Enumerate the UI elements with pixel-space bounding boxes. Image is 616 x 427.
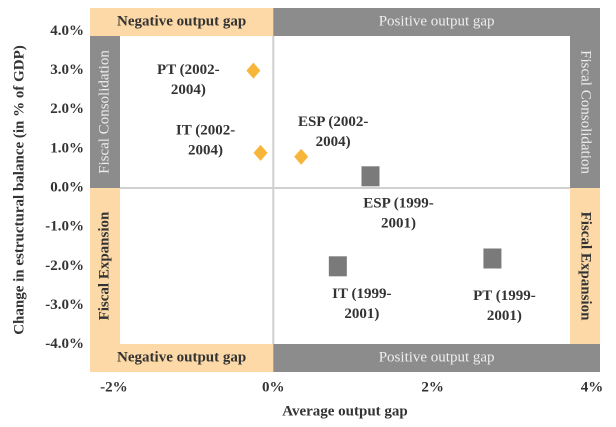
- point: [328, 256, 347, 277]
- x-axis-title: Average output gap: [282, 403, 408, 419]
- band-label: Positive output gap: [379, 13, 495, 29]
- band: [570, 188, 600, 344]
- band-label: Fiscal Expansion: [96, 211, 112, 320]
- band-label: Fiscal Consolidation: [578, 50, 594, 174]
- point: [246, 62, 261, 79]
- x-tick-label: 2%: [421, 379, 444, 395]
- point-label: IT (2002-: [176, 122, 235, 138]
- y-tick-label: 4.0%: [50, 23, 84, 39]
- band: [90, 344, 274, 372]
- point: [361, 166, 380, 187]
- y-tick-label: 0.0%: [50, 179, 84, 195]
- y-tick-label: -1.0%: [45, 219, 84, 235]
- y-tick-label: 3.0%: [50, 62, 84, 78]
- point: [483, 248, 502, 269]
- band: [273, 344, 600, 372]
- point-label: PT (2002-: [157, 62, 220, 78]
- plot-area: [90, 8, 600, 372]
- band: [570, 36, 600, 189]
- band-label: Positive output gap: [379, 349, 495, 365]
- y-tick-label: 1.0%: [50, 140, 84, 156]
- point-label: ESP (1999-: [363, 196, 433, 212]
- band-label: Negative output gap: [117, 13, 246, 29]
- y-tick-label: 2.0%: [50, 101, 84, 117]
- point-label: 2004): [316, 134, 351, 150]
- point-label: PT (1999-: [473, 288, 536, 304]
- point-label: 2001): [344, 306, 379, 322]
- x-tick-label: 4%: [581, 379, 604, 395]
- point-label: 2004): [188, 142, 223, 158]
- point-label: 2001): [487, 308, 522, 324]
- point-label: IT (1999-: [332, 286, 391, 302]
- point-label: ESP (2002-: [298, 114, 368, 130]
- band: [273, 8, 600, 36]
- x-tick-label: -2%: [100, 379, 128, 395]
- y-axis-title: Change in estructural balance (in % of G…: [11, 45, 27, 335]
- band: [90, 36, 120, 189]
- y-tick-label: -4.0%: [45, 336, 84, 352]
- band-label: Negative output gap: [117, 349, 246, 365]
- point: [294, 148, 309, 165]
- band-label: Fiscal Expansion: [578, 212, 594, 321]
- band-label: Fiscal Consolidation: [96, 50, 112, 174]
- band: [90, 188, 120, 344]
- band: [90, 8, 274, 36]
- point: [253, 144, 268, 161]
- point-label: 2001): [381, 216, 416, 232]
- point-label: 2004): [171, 82, 206, 98]
- y-tick-label: -2.0%: [45, 258, 84, 274]
- y-tick-label: -3.0%: [45, 297, 84, 313]
- x-tick-label: 0%: [262, 379, 285, 395]
